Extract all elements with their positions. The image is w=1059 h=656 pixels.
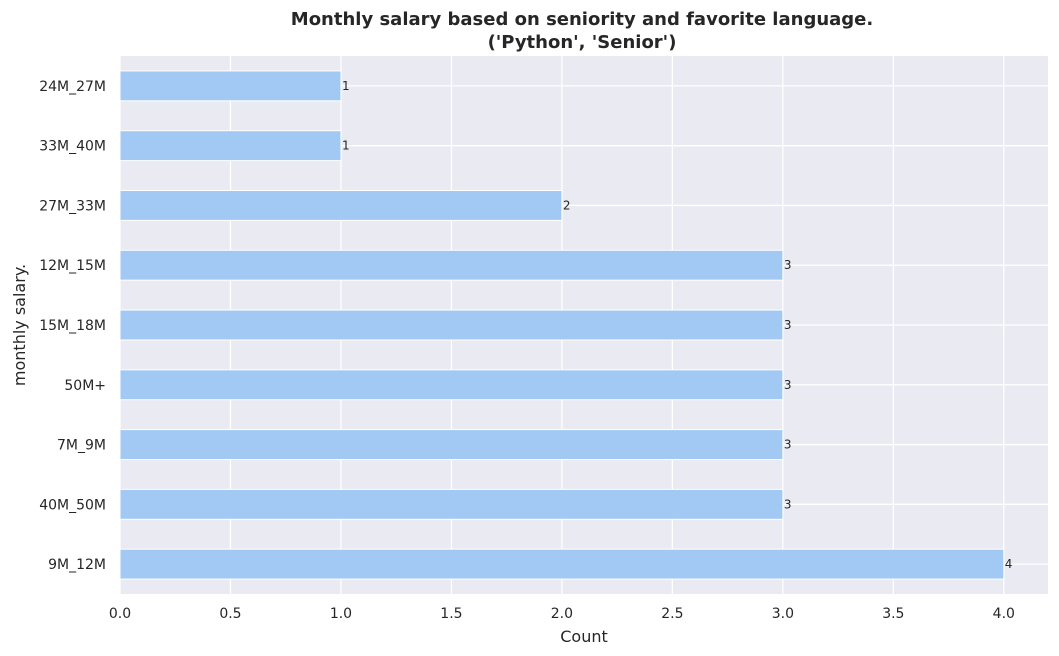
- bar: [119, 190, 563, 221]
- x-tick-label: 2.0: [551, 606, 573, 622]
- data-label: 1: [342, 139, 350, 153]
- x-tick-label: 0.5: [219, 606, 241, 622]
- x-axis-label: Count: [560, 627, 608, 646]
- y-tick-labels: 24M_27M 33M_40M 27M_33M 12M_15M 15M_18M 50M+ 7…: [39, 79, 106, 573]
- bars: [119, 70, 1005, 580]
- x-tick-label: 2.5: [661, 606, 683, 622]
- y-tick-label: 12M_15M: [39, 258, 106, 274]
- data-label: 4: [1005, 557, 1013, 571]
- data-labels: 1 1 2 3 3 3 3 3 4: [342, 79, 1012, 571]
- x-tick-label: 1.0: [330, 606, 352, 622]
- x-tick-label: 4.0: [993, 606, 1015, 622]
- data-label: 1: [342, 79, 350, 93]
- data-label: 3: [784, 378, 792, 392]
- y-tick-label: 24M_27M: [39, 79, 106, 95]
- y-tick-label: 7M_9M: [57, 438, 106, 454]
- y-tick-label: 9M_12M: [48, 557, 106, 573]
- bar: [119, 70, 342, 102]
- y-axis-label: monthly salary.: [10, 264, 29, 386]
- bar: [119, 369, 784, 401]
- data-label: 3: [784, 318, 792, 332]
- bar: [119, 548, 1005, 580]
- bar: [119, 488, 784, 520]
- bar: [119, 309, 784, 341]
- x-tick-label: 3.0: [772, 606, 794, 622]
- x-tick-label: 1.5: [440, 606, 462, 622]
- bar: [119, 429, 784, 461]
- y-tick-label: 15M_18M: [39, 318, 106, 334]
- y-tick-label: 50M+: [64, 378, 106, 394]
- x-tick-labels: 0.0 0.5 1.0 1.5 2.0 2.5 3.0 3.5 4.0: [109, 606, 1015, 622]
- data-label: 3: [784, 258, 792, 272]
- chart-subtitle: ('Python', 'Senior'): [488, 32, 677, 53]
- x-tick-label: 3.5: [882, 606, 904, 622]
- y-tick-label: 27M_33M: [39, 198, 106, 214]
- chart-title: Monthly salary based on seniority and fa…: [291, 9, 873, 30]
- data-label: 2: [563, 198, 571, 212]
- y-tick-label: 33M_40M: [39, 139, 106, 155]
- data-label: 3: [784, 438, 792, 452]
- x-tick-label: 0.0: [109, 606, 131, 622]
- y-tick-label: 40M_50M: [39, 497, 106, 513]
- data-label: 3: [784, 497, 792, 511]
- bar: [119, 249, 784, 281]
- bar: [119, 130, 342, 162]
